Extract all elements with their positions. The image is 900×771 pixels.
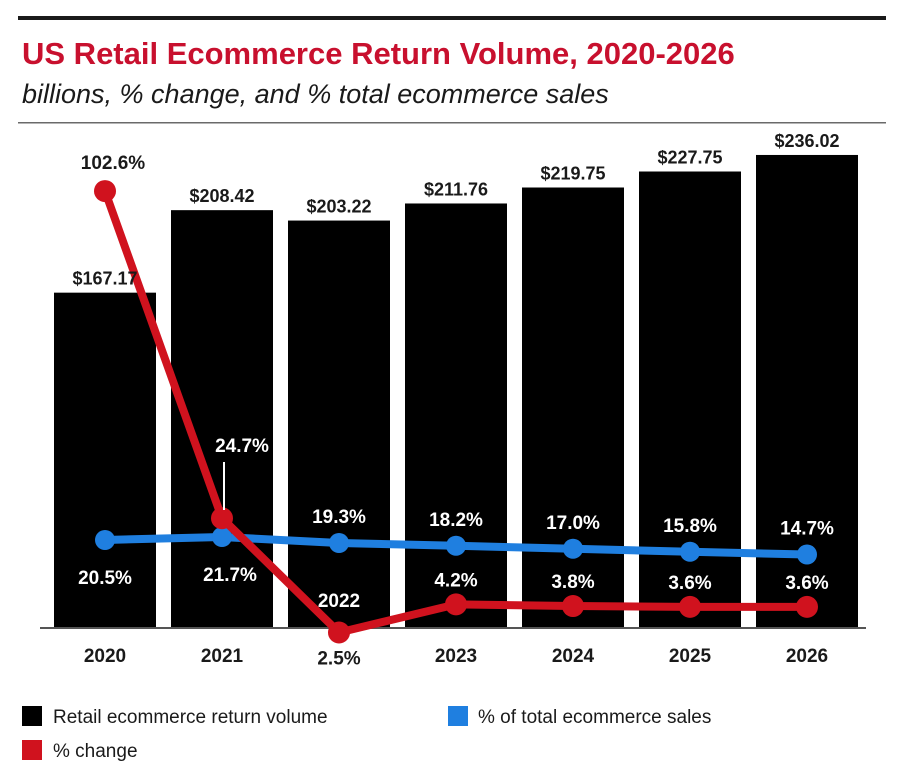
x-tick-2025: 2025 xyxy=(669,646,712,667)
legend-item-share: % of total ecommerce sales xyxy=(448,706,711,728)
share-point-2020 xyxy=(95,530,115,550)
change-label-2021: 24.7% xyxy=(215,436,269,457)
x-tick-2022: 2022 xyxy=(318,591,360,612)
share-point-2022 xyxy=(329,533,349,553)
chart-subtitle: billions, % change, and % total ecommerc… xyxy=(22,79,609,109)
share-point-2023 xyxy=(446,535,466,556)
x-tick-2024: 2024 xyxy=(552,646,595,667)
change-label-2023: 4.2% xyxy=(434,570,477,591)
bar-label-2025: $227.75 xyxy=(657,148,722,168)
change-point-2023 xyxy=(445,593,467,616)
change-point-2026 xyxy=(796,595,818,618)
share-label-2022: 19.3% xyxy=(312,507,366,528)
share-label-2026: 14.7% xyxy=(780,519,834,540)
legend: Retail ecommerce return volume % of tota… xyxy=(22,706,711,762)
legend-label-change: % change xyxy=(53,741,138,762)
legend-item-return-volume: Retail ecommerce return volume xyxy=(22,706,328,728)
change-point-2020 xyxy=(94,180,116,203)
share-point-2021 xyxy=(212,527,232,547)
share-label-2025: 15.8% xyxy=(663,516,717,537)
legend-label-return-volume: Retail ecommerce return volume xyxy=(53,707,328,728)
bar-label-2023: $211.76 xyxy=(424,179,488,199)
bar-2020 xyxy=(54,292,156,627)
change-point-2024 xyxy=(562,595,584,618)
bar-2023 xyxy=(405,203,507,628)
subtitle-rule xyxy=(18,122,886,124)
share-point-2026 xyxy=(797,544,817,565)
legend-swatch-return-volume xyxy=(22,706,42,726)
x-tick-2023: 2023 xyxy=(435,646,477,667)
change-label-2024: 3.8% xyxy=(551,572,594,593)
x-axis-line xyxy=(40,627,866,629)
share-point-2024 xyxy=(563,538,583,559)
legend-item-change: % change xyxy=(22,740,138,762)
bar-label-2024: $219.75 xyxy=(540,164,605,184)
bar-label-2021: $208.42 xyxy=(189,186,254,206)
bar-label-2020: $167.17 xyxy=(72,269,137,289)
bar-2024 xyxy=(522,187,624,627)
top-rule xyxy=(18,16,886,20)
share-label-2024: 17.0% xyxy=(546,513,600,534)
legend-swatch-change xyxy=(22,740,42,760)
share-point-2025 xyxy=(680,541,700,562)
share-label-2023: 18.2% xyxy=(429,510,483,531)
x-tick-2026: 2026 xyxy=(786,646,828,667)
share-label-2020: 20.5% xyxy=(78,568,132,589)
change-point-2022 xyxy=(328,621,350,644)
legend-swatch-share xyxy=(448,706,468,726)
change-label-2022: 2.5% xyxy=(317,649,360,670)
change-label-2025: 3.6% xyxy=(668,573,711,594)
legend-label-share: % of total ecommerce sales xyxy=(478,707,711,728)
bar-label-2022: $203.22 xyxy=(306,197,371,217)
change-point-2021 xyxy=(211,507,233,530)
bar-label-2026: $236.02 xyxy=(774,131,839,151)
share-label-2021: 21.7% xyxy=(203,565,257,586)
change-point-2025 xyxy=(679,595,701,618)
change-label-2026: 3.6% xyxy=(785,573,828,594)
chart-title: US Retail Ecommerce Return Volume, 2020-… xyxy=(22,36,735,71)
change-label-2020: 102.6% xyxy=(81,153,146,174)
bar-2022 xyxy=(288,220,390,627)
x-tick-2021: 2021 xyxy=(201,646,244,667)
x-tick-2020: 2020 xyxy=(84,646,126,667)
